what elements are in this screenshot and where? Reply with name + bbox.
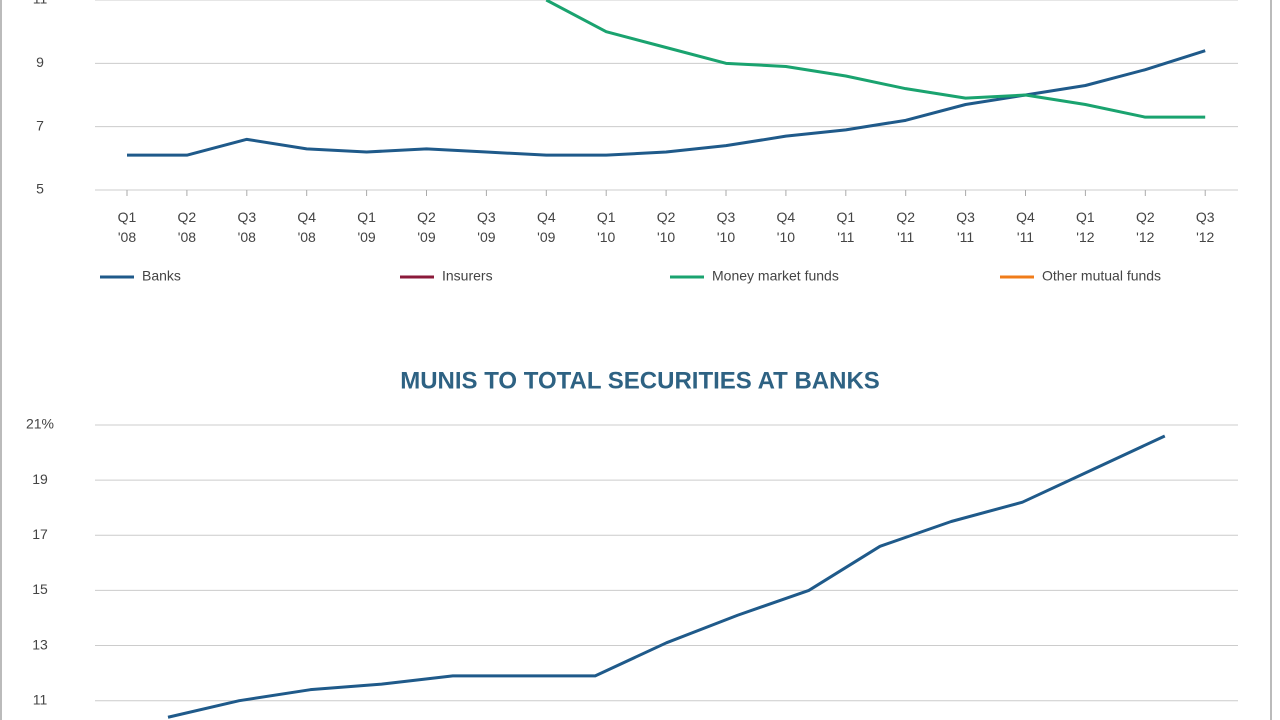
x-tick-label: Q3'09: [477, 209, 496, 245]
legend-label: Money market funds: [712, 268, 839, 284]
y-tick-label: 15: [32, 581, 48, 597]
x-tick-label: Q1'12: [1076, 209, 1095, 245]
x-tick-label: Q3'11: [956, 209, 975, 245]
y-tick-label: 19: [32, 471, 48, 487]
x-tick-label: Q3'10: [717, 209, 736, 245]
y-tick-label: 11: [33, 691, 48, 707]
x-tick-label: Q4'08: [297, 209, 316, 245]
y-tick-label: 13: [32, 636, 48, 652]
legend-label: Banks: [142, 268, 181, 284]
series-line: [545, 0, 1206, 119]
x-tick-label: Q1'09: [357, 209, 376, 245]
y-tick-label: 17: [32, 526, 48, 542]
x-tick-label: Q3'12: [1196, 209, 1215, 245]
x-tick-label: Q2'10: [657, 209, 676, 245]
x-tick-label: Q4'10: [777, 209, 796, 245]
y-tick-label: 11: [33, 0, 48, 7]
x-tick-label: Q2'08: [178, 209, 197, 245]
series-line: [167, 434, 1166, 719]
x-tick-label: Q4'09: [537, 209, 556, 245]
x-tick-label: Q1'11: [836, 209, 855, 245]
legend-label: Other mutual funds: [1042, 268, 1161, 284]
series-line: [127, 49, 1206, 157]
y-tick-label: 7: [36, 117, 44, 133]
x-tick-label: Q3'08: [237, 209, 256, 245]
x-tick-label: Q4'11: [1016, 209, 1035, 245]
y-tick-label: 5: [36, 181, 44, 197]
x-tick-label: Q1'08: [118, 209, 137, 245]
y-tick-label: 9: [36, 54, 44, 70]
chart-title: MUNIS TO TOTAL SECURITIES AT BANKS: [400, 367, 880, 394]
x-tick-label: Q2'09: [417, 209, 436, 245]
x-tick-label: Q1'10: [597, 209, 616, 245]
legend-label: Insurers: [442, 268, 493, 284]
x-tick-label: Q2'11: [896, 209, 915, 245]
y-tick-label: 21%: [26, 416, 54, 432]
x-tick-label: Q2'12: [1136, 209, 1155, 245]
